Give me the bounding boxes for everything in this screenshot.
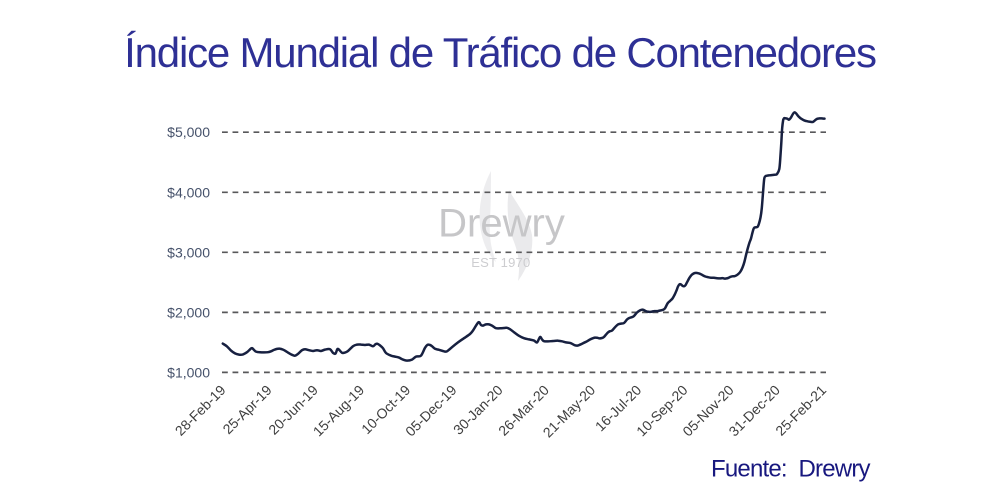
- svg-text:$2,000: $2,000: [167, 304, 210, 320]
- svg-text:$5,000: $5,000: [167, 124, 210, 140]
- svg-text:$4,000: $4,000: [167, 184, 210, 200]
- svg-text:28-Feb-19: 28-Feb-19: [172, 382, 229, 439]
- svg-text:Drewry: Drewry: [438, 202, 565, 246]
- svg-text:15-Aug-19: 15-Aug-19: [310, 382, 368, 440]
- svg-text:25-Feb-21: 25-Feb-21: [772, 382, 829, 439]
- svg-text:$3,000: $3,000: [167, 244, 210, 260]
- svg-text:EST 1970: EST 1970: [471, 255, 530, 270]
- svg-text:05-Dec-19: 05-Dec-19: [402, 382, 460, 440]
- svg-text:$1,000: $1,000: [167, 364, 210, 380]
- svg-text:Fuente: Drewry: Fuente: Drewry: [711, 456, 871, 483]
